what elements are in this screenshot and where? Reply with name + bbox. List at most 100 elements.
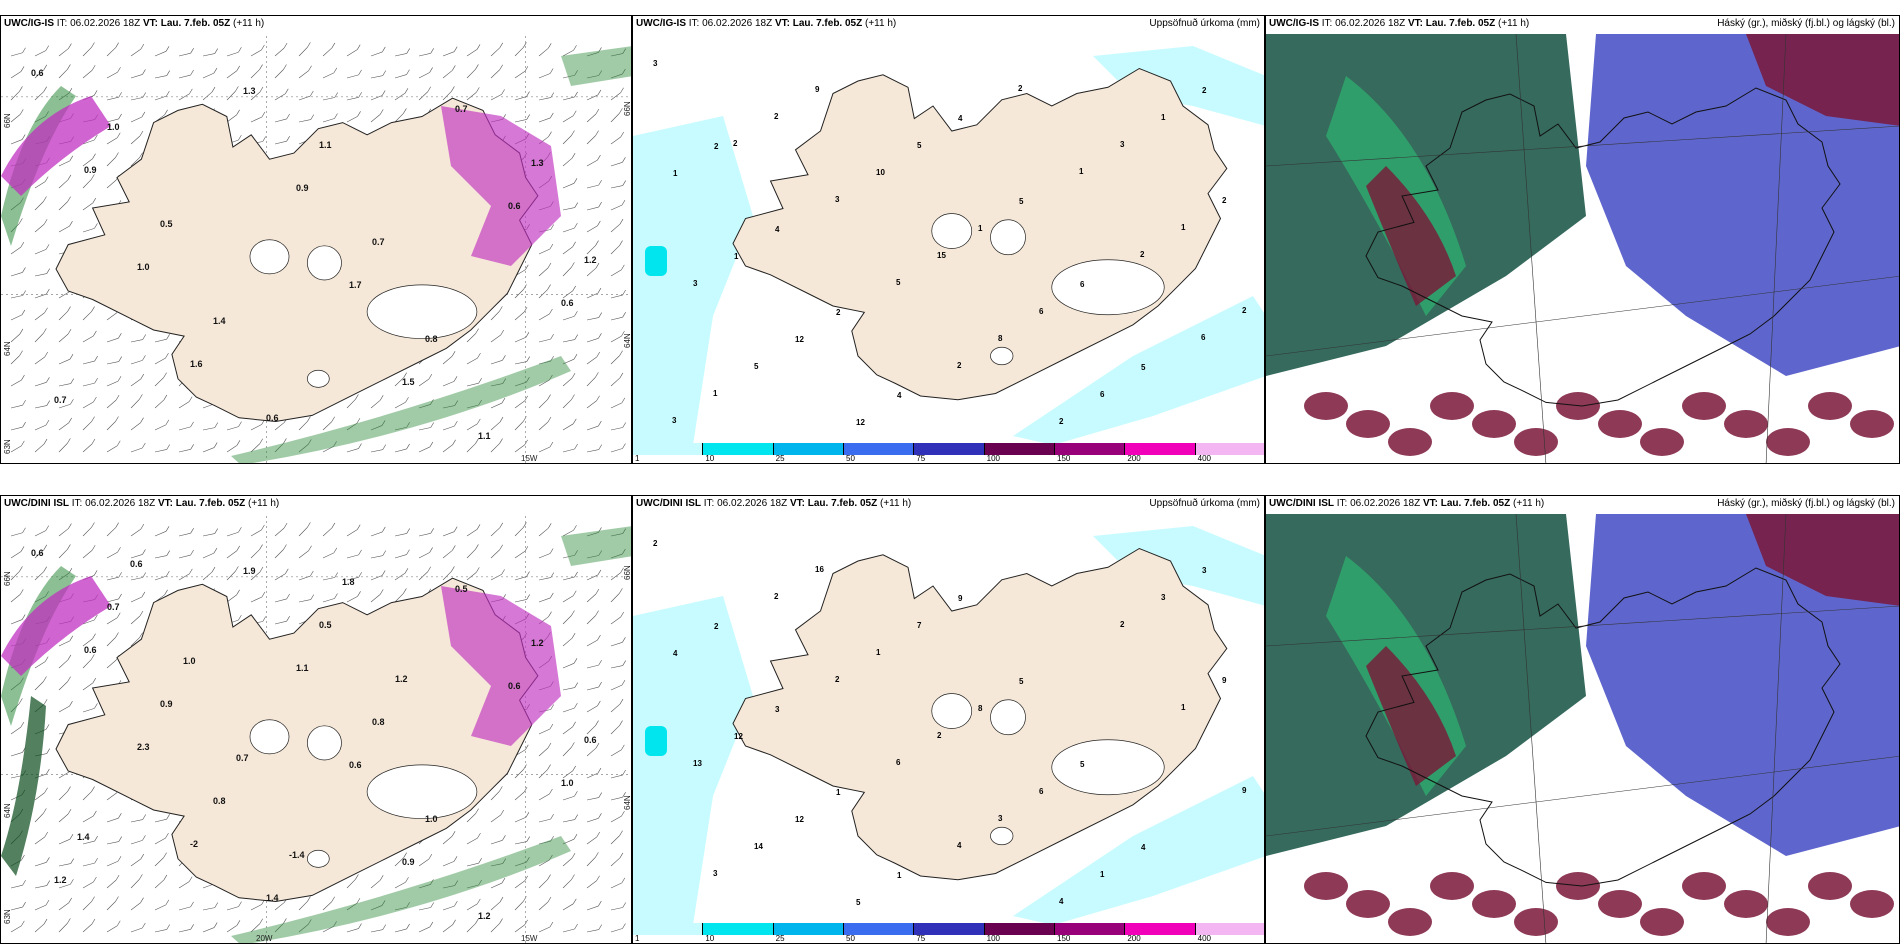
contour-value-label: 3 [653, 59, 658, 68]
contour-value-label: 0.6 [31, 68, 44, 78]
contour-value-label: 16 [815, 565, 824, 574]
contour-value-label: 2 [714, 142, 719, 151]
legend-color-box [633, 443, 704, 455]
contour-value-label: 3 [713, 869, 718, 878]
low-cloud-cell [1808, 392, 1852, 420]
contour-value-label: 5 [1141, 363, 1146, 372]
legend-tick-label: 50 [846, 934, 855, 943]
contour-value-label: 8 [998, 334, 1003, 343]
low-cloud-cell [1430, 392, 1474, 420]
low-cloud-cell [1850, 410, 1894, 438]
contour-value-label: 6 [1039, 307, 1044, 316]
precip-area [1093, 526, 1264, 606]
contour-value-label: 1 [713, 389, 718, 398]
contour-value-label: 1.2 [395, 674, 408, 684]
legend-color-box [703, 443, 774, 455]
legend-tick-label: 100 [986, 934, 1001, 943]
grid-label-lon20: 20W [256, 934, 273, 943]
graticule-line [1515, 513, 1547, 943]
legend-tick-label: 25 [775, 454, 785, 463]
grid-label-lat66-right: 66N [623, 101, 632, 116]
contour-value-label: 5 [856, 898, 861, 907]
contour-value-label: 6 [1080, 280, 1085, 289]
legend-color-box [1055, 443, 1126, 455]
contour-value-label: 2 [733, 139, 738, 148]
precip-area [633, 116, 753, 445]
contour-value-label: 1 [734, 252, 739, 261]
low-cloud-area [1586, 34, 1899, 376]
grid-label-lon15: 15W [521, 454, 538, 463]
contour-value-label: 1.0 [107, 122, 120, 132]
grid-label-lat66-right: 66N [623, 565, 632, 580]
contour-value-label: 0.9 [84, 165, 97, 175]
contour-value-label: 2 [1140, 250, 1145, 259]
low-cloud-cell [1514, 908, 1558, 936]
contour-value-label: 1.1 [478, 431, 491, 441]
contour-value-label: 1 [978, 224, 983, 233]
contour-value-label: 2 [835, 675, 840, 684]
legend-color-box [1125, 923, 1196, 935]
low-cloud-cell [1724, 410, 1768, 438]
low-cloud-area [1366, 646, 1456, 786]
precip-color-legend: 1 10 25 50 75 100 150 200 400 [633, 923, 1264, 943]
legend-color-box [984, 923, 1055, 935]
glacier-hofsjokull [306, 245, 342, 281]
contour-value-label: 0.9 [160, 699, 173, 709]
glacier-hofsjokull [990, 699, 1026, 736]
contour-value-label: 1.3 [243, 86, 256, 96]
contour-value-label: 3 [775, 705, 780, 714]
precip-area-heavy [645, 246, 667, 276]
iceland-coastline [1365, 87, 1841, 407]
grid-label-lon15: 15W [521, 934, 538, 943]
contour-value-label: 6 [1201, 333, 1206, 342]
contour-value-label: 1.1 [319, 140, 332, 150]
contour-value-label: 1 [1181, 223, 1186, 232]
glacier-langjokull [249, 719, 290, 755]
glacier-myrdalsjokull [306, 369, 330, 388]
contour-value-label: 1 [1100, 870, 1105, 879]
contour-value-label: 14 [754, 842, 763, 851]
legend-color-box [1055, 923, 1126, 935]
contour-value-label: 4 [775, 225, 780, 234]
contour-value-label: 1 [836, 788, 841, 797]
legend-tick-label: 75 [916, 934, 926, 943]
low-cloud-area [1586, 514, 1899, 856]
glacier-vatnajokull [1051, 739, 1165, 796]
grid-label-lat63: 63N [3, 909, 12, 924]
contour-value-label: 5 [1080, 760, 1085, 769]
contour-value-label: 6 [896, 758, 901, 767]
contour-value-label: 3 [835, 195, 840, 204]
low-cloud-cell [1808, 872, 1852, 900]
wind-map-canvas: 0.6 0.6 2.3 -2 1.9 1.1 0.6 0.9 0.5 0.6 1.0 1.2 0.7 0.… [1, 516, 631, 943]
contour-value-label: 10 [876, 168, 885, 177]
legend-tick-label: 1 [635, 454, 640, 463]
panel-title: UWC/IG-IS IT: 06.02.2026 18Z VT: Lau. 7.… [636, 18, 897, 29]
legend-color-box [1195, 443, 1264, 455]
contour-value-label: 2 [937, 731, 942, 740]
contour-value-label: 9 [958, 594, 963, 603]
low-cloud-cell [1472, 410, 1516, 438]
glacier-langjokull [931, 693, 973, 729]
panel-title: UWC/DINI ISL IT: 06.02.2026 18Z VT: Lau.… [636, 498, 912, 509]
contour-value-label: 2 [1222, 196, 1227, 205]
panel-title: UWC/DINI ISL IT: 06.02.2026 18Z VT: Lau.… [1269, 498, 1545, 509]
contour-value-label: 4 [1059, 897, 1064, 906]
legend-tick-label: 200 [1127, 934, 1141, 943]
contour-value-label: 3 [998, 814, 1003, 823]
wind-map-panel-top: UWC/IG-IS IT: 06.02.2026 18Z VT: Lau. 7.… [0, 15, 632, 464]
contour-value-label: 9 [815, 85, 820, 94]
contour-value-label: 1.6 [190, 359, 203, 369]
legend-color-box [914, 923, 985, 935]
legend-color-box [1195, 923, 1264, 935]
contour-value-label: 1.2 [584, 255, 597, 265]
turbulence-area [1, 576, 111, 676]
graticule-line [1266, 605, 1899, 647]
turbulence-area [441, 586, 561, 746]
contour-value-label: 0.6 [349, 760, 362, 770]
graticule-line [1765, 33, 1787, 463]
contour-value-label: 0.5 [319, 620, 332, 630]
contour-value-label: 3 [1202, 566, 1207, 575]
contour-value-label: -2 [190, 839, 198, 849]
contour-value-label: 1.0 [561, 778, 574, 788]
